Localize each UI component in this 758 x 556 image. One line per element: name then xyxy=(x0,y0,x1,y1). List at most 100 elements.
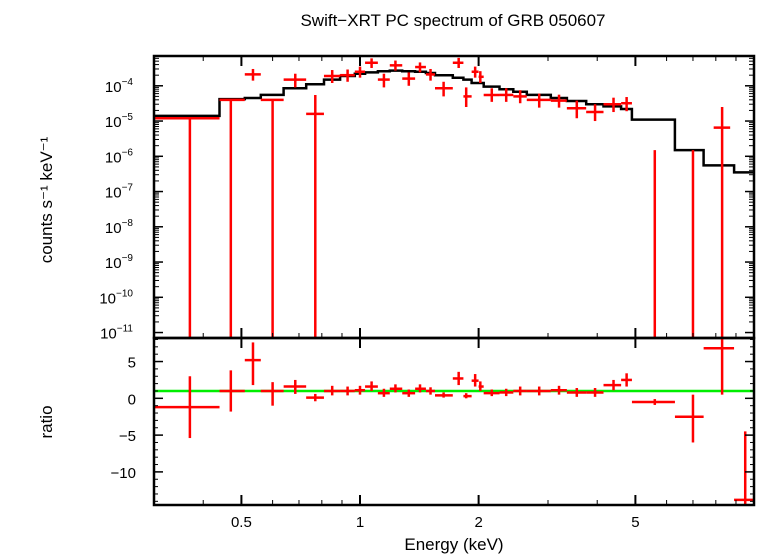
ratio-data-point xyxy=(323,385,341,396)
ratio-data-point xyxy=(483,389,500,397)
spectrum-data-point xyxy=(463,87,472,108)
ratio-data-point xyxy=(452,371,464,386)
spectrum-data-point xyxy=(713,107,731,338)
y-tick-label: 10−4 xyxy=(105,77,134,96)
y-tick-label-exponent: −6 xyxy=(122,147,134,158)
ratio-data-point xyxy=(434,392,453,398)
y-tick-label: 10−11 xyxy=(100,324,133,343)
spectrum-data-point xyxy=(499,88,514,102)
spectrum-data-point xyxy=(323,70,341,83)
ratio-data-point xyxy=(603,379,622,391)
ratio-data-point xyxy=(586,388,604,397)
ratio-data-point xyxy=(154,376,220,439)
ratio-data-point xyxy=(499,388,514,397)
y-tick-label: −10 xyxy=(111,465,136,482)
y-tick-label-base: 10 xyxy=(100,326,117,343)
y-tick-label: 10−8 xyxy=(105,218,134,237)
y-tick-label: 10−10 xyxy=(99,288,133,307)
y-tick-label: −5 xyxy=(119,428,136,445)
spectrum-data-point xyxy=(566,100,587,119)
ratio-data-point xyxy=(306,393,324,402)
spectrum-data-point xyxy=(354,66,366,78)
ratio-data-point xyxy=(703,338,735,395)
y-tick-label-base: 10 xyxy=(99,290,116,307)
ratio-data-point xyxy=(354,385,366,395)
spectrum-data-point xyxy=(425,68,435,81)
y-tick-label-base: 10 xyxy=(105,255,122,272)
ratio-data-point xyxy=(283,379,307,394)
spectrum-data-point xyxy=(513,90,527,104)
ratio-data-point xyxy=(526,386,551,396)
ratio-data-point xyxy=(260,382,284,406)
ratio-data-point xyxy=(566,388,587,397)
spectrum-data-point xyxy=(377,73,390,88)
spectrum-data-points xyxy=(154,57,731,338)
ratio-data-point xyxy=(415,384,426,393)
y-tick-label-exponent: −9 xyxy=(122,253,134,264)
x-tick-label: 1 xyxy=(356,514,364,531)
y-axis-title-ratio: ratio xyxy=(37,405,56,438)
y-tick-label: 10−5 xyxy=(105,112,134,131)
y-tick-label-exponent: −7 xyxy=(122,183,134,194)
ratio-data-point xyxy=(513,386,527,396)
ratio-data-point xyxy=(471,374,479,387)
x-tick-label: 5 xyxy=(631,514,639,531)
ratio-data-point xyxy=(425,387,435,395)
y-tick-label-base: 10 xyxy=(105,185,122,202)
spectrum-data-point xyxy=(415,62,426,73)
y-tick-label-exponent: −10 xyxy=(116,288,133,299)
ratio-data-point xyxy=(550,385,567,395)
ratio-data-point xyxy=(389,384,403,393)
spectrum-data-point xyxy=(586,104,604,122)
model-line xyxy=(154,69,754,174)
ratio-data-point xyxy=(340,386,355,396)
spectrum-data-point xyxy=(306,94,324,338)
y-tick-label-base: 10 xyxy=(105,114,122,131)
y-tick-label: 0 xyxy=(128,391,136,408)
x-axis-title: Energy (keV) xyxy=(404,535,503,554)
y-axis-title-spectrum: counts s⁻¹ keV⁻¹ xyxy=(37,136,56,263)
ratio-data-point xyxy=(463,393,472,399)
spectrum-data-point xyxy=(471,66,479,78)
ratio-data-point xyxy=(631,399,675,405)
spectrum-data-point xyxy=(621,97,632,112)
ratio-data-point xyxy=(219,370,245,412)
ratio-data-point xyxy=(402,389,416,397)
spectrum-data-point xyxy=(244,68,261,81)
ratio-plot-frame xyxy=(152,336,756,507)
spectrum-data-point xyxy=(219,98,245,338)
y-tick-label-exponent: −4 xyxy=(122,77,134,88)
spectrum-data-point xyxy=(603,97,622,113)
ratio-data-point xyxy=(674,394,704,443)
ratio-data-point xyxy=(734,431,754,505)
spectrum-data-point xyxy=(526,93,551,108)
chart-title: Swift−XRT PC spectrum of GRB 050607 xyxy=(300,11,605,30)
spectrum-data-point xyxy=(260,98,284,338)
y-tick-label-exponent: −11 xyxy=(117,324,134,335)
ratio-panel: 0.5 1 2 5 5 0 −5 −10 xyxy=(111,336,756,531)
spectrum-data-point xyxy=(452,57,464,68)
spectrum-data-point xyxy=(402,72,416,86)
y-tick-label-base: 10 xyxy=(105,79,122,96)
y-tick-label-base: 10 xyxy=(105,149,122,166)
ratio-data-point xyxy=(478,381,484,391)
ratio-data-point xyxy=(244,342,261,386)
spectrum-data-point xyxy=(283,73,307,88)
spectrum-data-point xyxy=(550,94,567,108)
ratio-data-point xyxy=(621,373,632,387)
spectrum-data-point xyxy=(365,58,378,68)
ratio-axis-ticks: 0.5 1 2 5 5 0 −5 −10 xyxy=(111,338,755,531)
model-histogram xyxy=(154,69,754,174)
spectrum-data-point xyxy=(340,69,355,82)
x-tick-label: 0.5 xyxy=(231,514,252,531)
y-tick-label-exponent: −8 xyxy=(122,218,134,229)
spectrum-data-point xyxy=(478,71,484,83)
spectrum-data-point xyxy=(483,88,500,102)
ratio-data-point xyxy=(377,388,390,397)
y-tick-label-exponent: −5 xyxy=(122,112,134,123)
ratio-data-points xyxy=(154,338,754,505)
ratio-data-point xyxy=(365,381,378,391)
